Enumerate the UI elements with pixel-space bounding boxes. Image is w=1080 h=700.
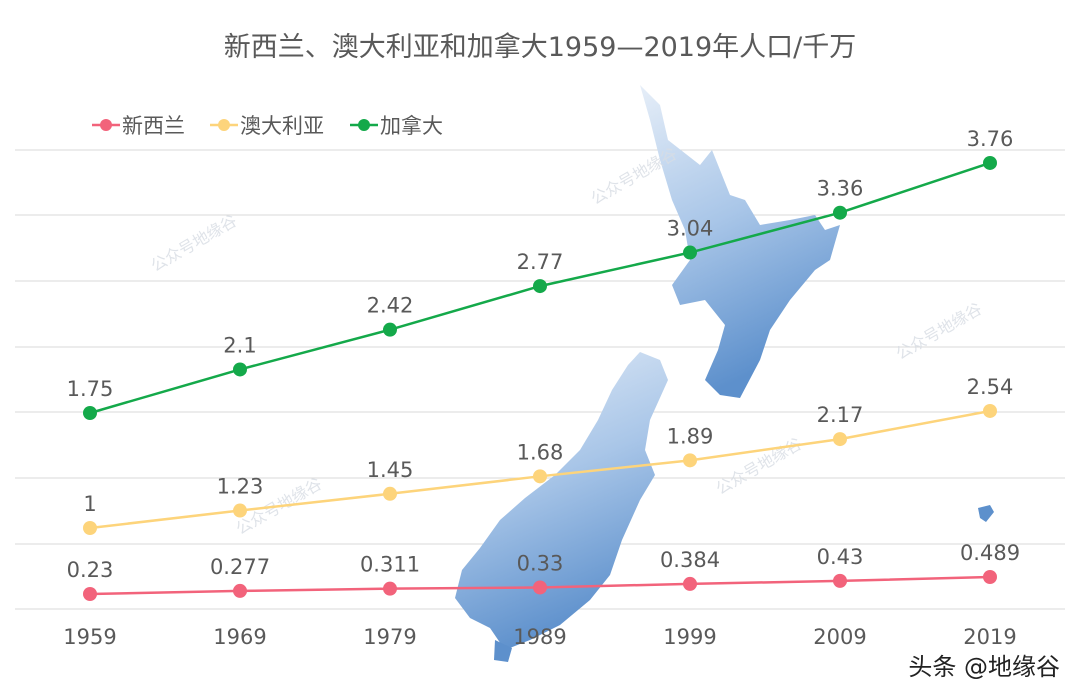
x-tick-label: 1989 (513, 625, 566, 649)
data-label: 1.68 (517, 440, 564, 464)
x-tick-label: 1959 (63, 625, 116, 649)
data-point (833, 205, 847, 220)
data-label: 0.384 (660, 548, 720, 572)
data-label: 1.89 (667, 424, 714, 448)
legend-label: 澳大利亚 (240, 114, 324, 138)
data-label: 0.489 (960, 541, 1020, 565)
watermark: 公众号地缘谷 (713, 434, 806, 498)
series-group: 0.23 0.277 0.311 0.33 0.384 0.43 0.489 1 1.23 1.4… (67, 127, 1020, 601)
data-point (833, 573, 847, 588)
data-label: 3.36 (817, 177, 864, 201)
data-label: 2.54 (967, 375, 1014, 399)
series-2: 1.75 2.1 2.42 2.77 3.04 3.36 3.76 (67, 127, 1014, 420)
data-point (533, 469, 547, 484)
data-point (833, 432, 847, 447)
data-label: 0.33 (517, 551, 564, 575)
data-label: 1 (83, 492, 96, 516)
legend: 新西兰 澳大利亚 加拿大 (92, 114, 443, 138)
data-point (83, 521, 97, 535)
series-0: 0.23 0.277 0.311 0.33 0.384 0.43 0.489 (67, 541, 1020, 601)
data-label: 1.23 (217, 475, 264, 499)
data-point (683, 245, 697, 260)
x-tick-label: 1999 (663, 625, 716, 649)
data-label: 0.277 (210, 555, 270, 579)
data-point (383, 486, 397, 501)
data-label: 3.76 (967, 127, 1014, 151)
legend-marker-icon (100, 119, 112, 131)
data-label: 1.45 (367, 458, 414, 482)
data-point (233, 503, 247, 518)
data-point (233, 362, 247, 377)
data-point (83, 406, 97, 420)
legend-label: 加拿大 (380, 114, 443, 138)
data-point (983, 155, 997, 170)
x-axis: 1959 1969 1979 1989 1999 2009 2019 (63, 625, 1016, 649)
legend-marker-icon (358, 119, 370, 131)
series-1: 1 1.23 1.45 1.68 1.89 2.17 2.54 (83, 375, 1013, 535)
data-point (83, 587, 97, 601)
data-label: 2.77 (517, 250, 564, 274)
x-tick-label: 1979 (363, 625, 416, 649)
legend-item: 澳大利亚 (210, 114, 324, 138)
data-label: 1.75 (67, 377, 114, 401)
data-point (983, 570, 997, 585)
chart-title: 新西兰、澳大利亚和加拿大1959—2019年人口/千万 (224, 32, 857, 63)
data-point (533, 580, 547, 595)
footer-watermark: 头条 @地缘谷 (908, 653, 1060, 681)
x-tick-label: 2009 (813, 625, 866, 649)
data-point (383, 322, 397, 337)
new-zealand-map-image (455, 85, 994, 662)
data-label: 0.43 (817, 545, 864, 569)
data-point (983, 403, 997, 418)
data-point (233, 583, 247, 598)
data-label: 0.23 (67, 558, 114, 582)
data-point (683, 576, 697, 591)
data-point (683, 453, 697, 468)
x-tick-label: 1969 (213, 625, 266, 649)
data-point (383, 581, 397, 596)
data-label: 2.17 (817, 403, 864, 427)
legend-item: 新西兰 (92, 114, 185, 138)
watermark: 公众号地缘谷 (148, 211, 241, 275)
x-tick-label: 2019 (963, 625, 1016, 649)
data-point (533, 279, 547, 294)
legend-item: 加拿大 (350, 114, 443, 138)
legend-label: 新西兰 (122, 114, 185, 138)
data-label: 3.04 (667, 217, 714, 241)
watermark: 公众号地缘谷 (893, 299, 986, 363)
data-label: 0.311 (360, 553, 420, 577)
data-label: 2.1 (223, 333, 256, 357)
data-label: 2.42 (367, 294, 414, 318)
legend-marker-icon (218, 119, 230, 131)
